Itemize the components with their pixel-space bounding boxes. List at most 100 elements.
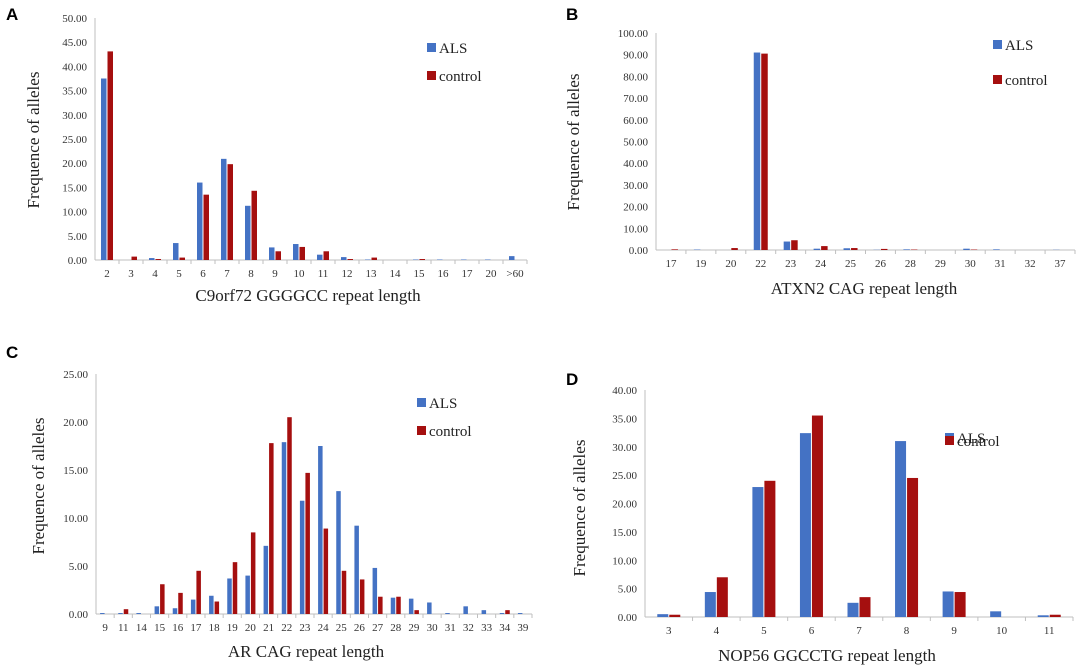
y-tick-label: 10.00 <box>623 223 648 235</box>
legend-swatch-control-visible <box>945 436 954 445</box>
x-tick-label: 3 <box>666 625 672 637</box>
bar-als-10 <box>990 611 1002 617</box>
bar-control-11 <box>1049 614 1061 617</box>
bar-control-25 <box>851 248 858 250</box>
bar-als-8 <box>245 205 251 260</box>
y-tick-label: 5.00 <box>68 231 88 243</box>
y-tick-label: 60.00 <box>623 115 648 127</box>
bar-als-26 <box>354 525 359 614</box>
bar-als-24 <box>813 248 821 250</box>
bar-als-6 <box>799 433 811 617</box>
y-tick-label: 40.00 <box>62 61 87 73</box>
y-tick-label: 90.00 <box>623 50 648 62</box>
y-tick-label: 35.00 <box>62 86 87 98</box>
x-tick-label: 31 <box>995 258 1006 270</box>
bar-control-17 <box>196 570 201 614</box>
bar-control-6 <box>203 194 209 260</box>
bar-control-18 <box>214 601 220 614</box>
y-tick-label: 50.00 <box>62 13 87 25</box>
y-tick-label: 0.00 <box>618 612 638 624</box>
y-tick-label: 80.00 <box>623 71 648 83</box>
x-tick-label: 2 <box>104 268 110 280</box>
legend-label-control: control <box>1005 73 1048 89</box>
y-tick-label: 10.00 <box>62 207 87 219</box>
y-tick-label: 10.00 <box>612 555 637 567</box>
x-tick-label: 39 <box>517 622 529 634</box>
legend-label-als: ALS <box>439 41 467 57</box>
bar-control-23 <box>305 472 310 614</box>
x-tick-label: 5 <box>761 625 767 637</box>
y-tick-label: 30.00 <box>612 442 637 454</box>
bar-control-3 <box>669 614 681 617</box>
x-tick-label: 25 <box>336 622 348 634</box>
bar-control-20 <box>250 532 256 614</box>
bar-als-28 <box>903 249 910 250</box>
bar-als-4 <box>704 592 716 617</box>
y-tick-label: 40.00 <box>612 385 637 397</box>
x-tick-label: 11 <box>318 268 329 280</box>
x-tick-label: >60 <box>506 268 524 280</box>
x-tick-label: 34 <box>499 622 511 634</box>
y-tick-label: 40.00 <box>623 158 648 170</box>
y-axis-title: Frequence of alleles <box>570 440 589 577</box>
y-tick-label: 5.00 <box>618 584 638 596</box>
legend-label-control: control <box>439 69 482 85</box>
bar-als-25 <box>336 491 341 614</box>
panel-letter: A <box>6 5 18 24</box>
bar-als-11 <box>317 254 323 260</box>
x-tick-label: 31 <box>445 622 456 634</box>
x-tick-label: 15 <box>154 622 166 634</box>
x-tick-label: 32 <box>463 622 474 634</box>
bar-control-5 <box>179 257 185 260</box>
x-tick-label: 21 <box>263 622 274 634</box>
bar-als-12 <box>341 257 347 260</box>
x-tick-label: 14 <box>390 268 402 280</box>
bar-control-19 <box>232 562 238 614</box>
legend-label-als: ALS <box>429 396 457 412</box>
x-tick-label: 14 <box>136 622 148 634</box>
x-tick-label: 23 <box>785 258 797 270</box>
legend-swatch-control <box>427 71 436 80</box>
x-tick-label: 10 <box>294 268 306 280</box>
bar-als-gt60 <box>509 256 515 260</box>
x-tick-label: 9 <box>102 622 108 634</box>
bar-als-32 <box>463 606 468 614</box>
legend-swatch-als <box>993 40 1002 49</box>
legend-swatch-control <box>993 75 1002 84</box>
bar-control-25 <box>341 570 347 614</box>
bar-als-23 <box>783 241 791 250</box>
x-tick-label: 33 <box>481 622 493 634</box>
x-axis-title: AR CAG repeat length <box>228 642 385 661</box>
x-tick-label: 29 <box>408 622 420 634</box>
bar-control-12 <box>347 259 353 260</box>
bar-control-7 <box>227 164 233 260</box>
panel-letter: C <box>6 343 18 362</box>
bar-control-9 <box>275 251 281 260</box>
x-tick-label: 13 <box>366 268 378 280</box>
panel-b: B Frequence of alleles ATXN2 CAG repeat … <box>564 5 1076 298</box>
bar-als-30 <box>963 248 970 250</box>
bar-als-19 <box>227 578 232 614</box>
bar-als-5 <box>752 487 764 617</box>
x-tick-label: 16 <box>172 622 184 634</box>
bar-als-31 <box>445 613 450 614</box>
bar-control-4 <box>716 577 728 617</box>
bar-control-13 <box>371 257 377 260</box>
y-tick-label: 50.00 <box>623 137 648 149</box>
bar-control-20 <box>731 248 738 250</box>
bar-control-11 <box>323 251 329 260</box>
legend-label-control: control <box>957 434 1000 450</box>
x-axis-title: C9orf72 GGGGCC repeat length <box>195 286 421 305</box>
legend-label-control: control <box>429 424 472 440</box>
legend-label-als: ALS <box>957 431 985 447</box>
bar-als-18 <box>209 595 214 614</box>
x-tick-label: 20 <box>486 268 498 280</box>
legend: ALS control <box>945 431 1000 450</box>
x-tick-label: 24 <box>318 622 330 634</box>
bar-als-28 <box>390 597 396 614</box>
x-tick-label: 18 <box>209 622 221 634</box>
y-tick-label: 20.00 <box>623 202 648 214</box>
y-tick-label: 10.00 <box>63 513 88 525</box>
bar-als-3 <box>657 614 669 617</box>
